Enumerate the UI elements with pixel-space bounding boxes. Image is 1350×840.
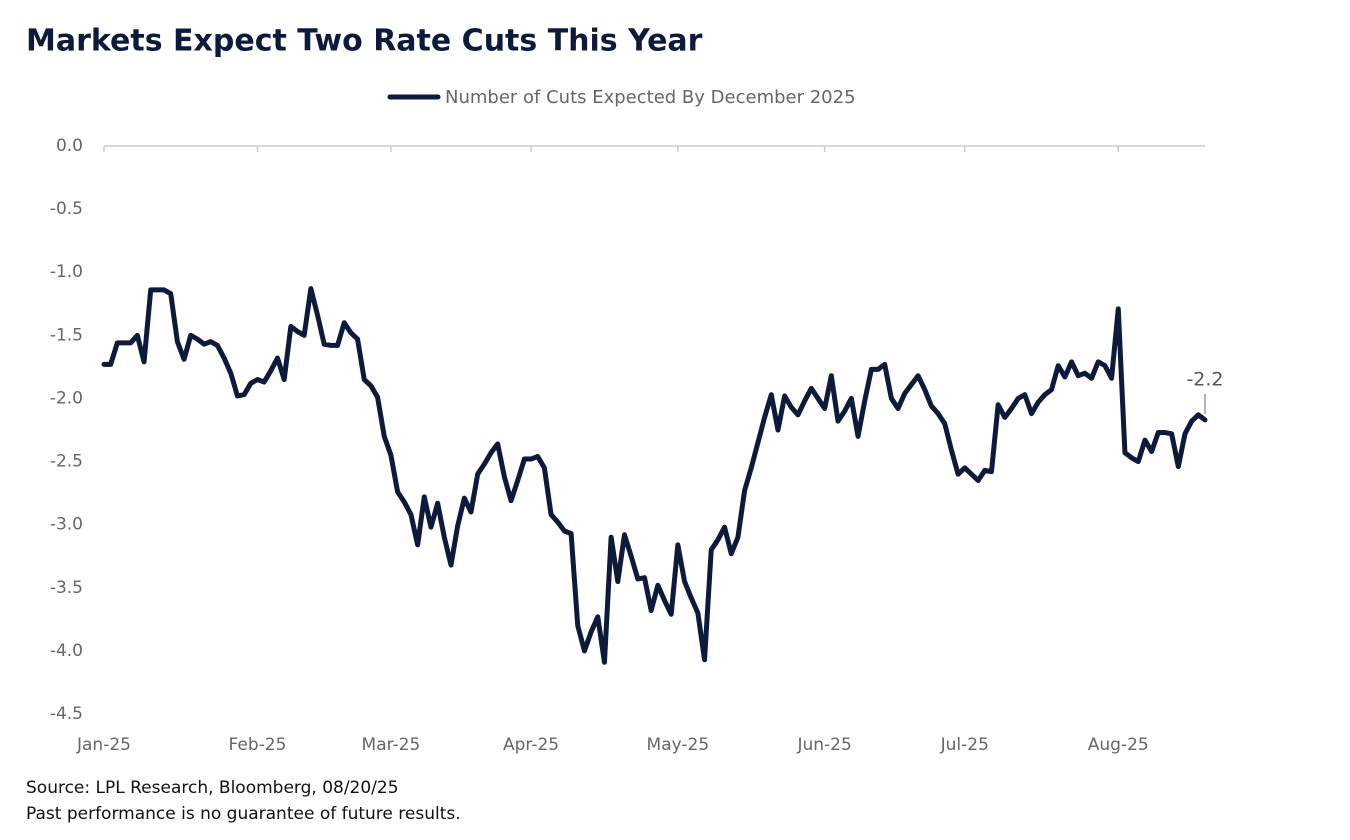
data-label: -2.2 [1186,368,1223,390]
x-tick-label: Jan-25 [76,735,131,755]
y-tick-label: -3.5 [50,578,83,598]
y-tick-label: -4.5 [50,704,83,724]
x-tick-label: Mar-25 [362,735,421,755]
x-tick-label: Feb-25 [229,735,287,755]
y-tick-label: -2.0 [50,388,83,408]
y-tick-label: -3.0 [50,515,83,535]
data-line [101,286,1208,665]
x-tick-label: Apr-25 [503,735,559,755]
x-tick-label: Jun-25 [796,735,851,755]
chart-title: Markets Expect Two Rate Cuts This Year [26,24,703,59]
y-tick-label: 0.0 [56,136,83,156]
y-tick-label: -2.5 [50,452,83,472]
y-tick-label: -1.0 [50,262,83,282]
x-tick-label: Aug-25 [1088,735,1149,755]
x-tick-label: Jul-25 [940,735,989,755]
source-note: Source: LPL Research, Bloomberg, 08/20/2… [26,778,399,798]
y-tick-label: -0.5 [50,199,83,219]
disclaimer: Past performance is no guarantee of futu… [26,804,461,824]
y-tick-label: -4.0 [50,641,83,661]
legend-label: Number of Cuts Expected By December 2025 [445,87,856,108]
x-tick-label: May-25 [647,735,710,755]
y-tick-label: -1.5 [50,325,83,345]
